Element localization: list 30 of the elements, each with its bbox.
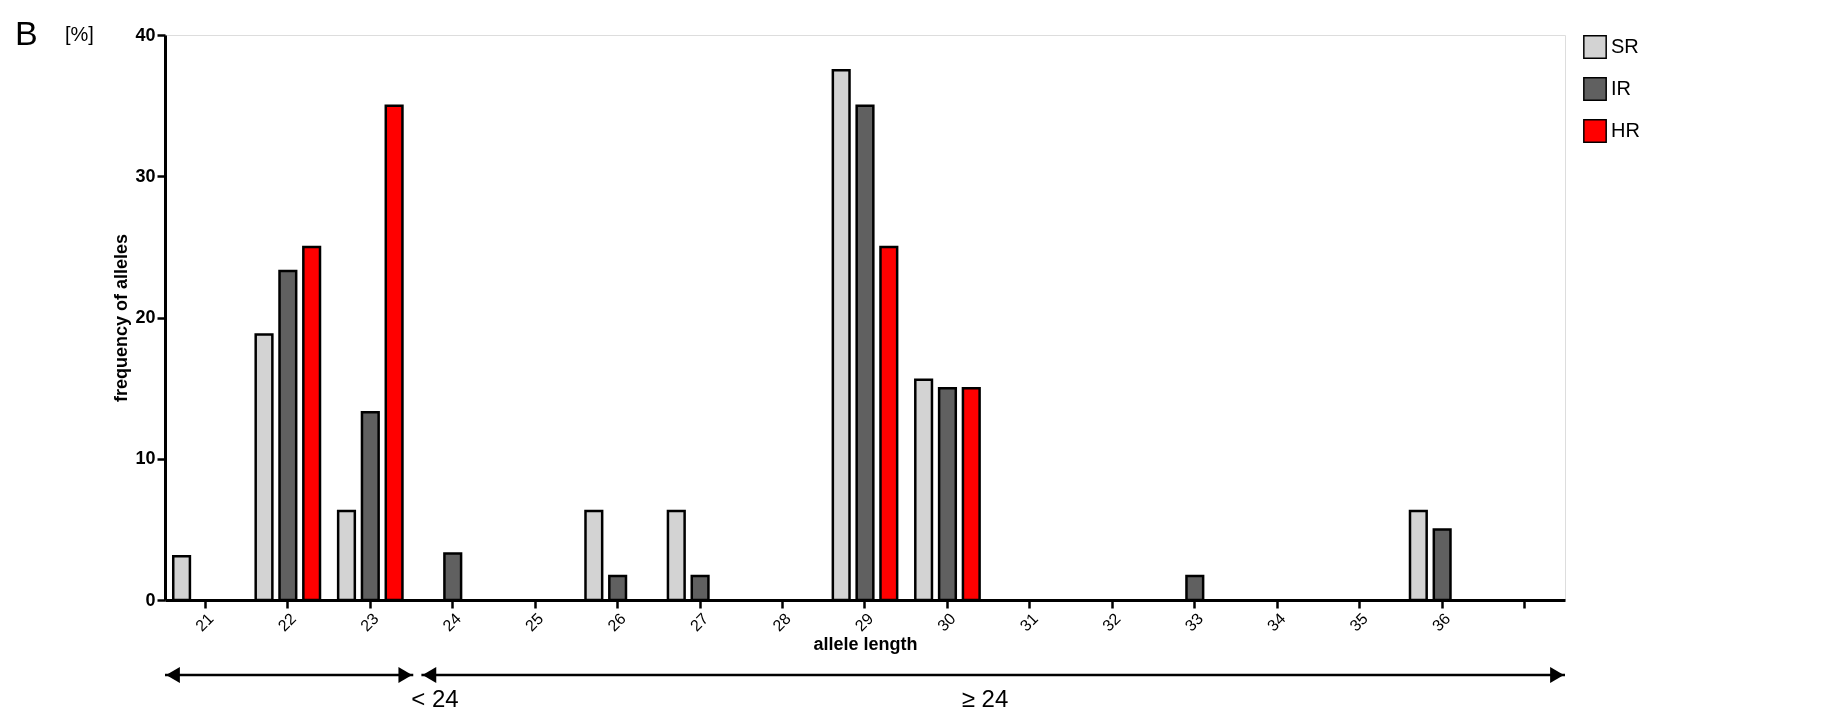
x-tick-label: 25 (521, 609, 547, 635)
text: ≥ 24 (961, 685, 1009, 712)
legend-label: SR (1611, 35, 1639, 57)
text: < 24 (411, 685, 459, 712)
x-tick-label: 23 (357, 609, 382, 635)
x-tick-label: 26 (604, 609, 630, 635)
x-tick-label: 34 (1263, 609, 1289, 635)
text: [%] (65, 23, 94, 45)
x-tick-label: 28 (769, 609, 794, 635)
y-axis-title: frequency of alleles (111, 233, 132, 403)
x-tick-label: 21 (192, 609, 217, 635)
x-axis-title: allele length (813, 634, 918, 655)
y-tick-label: 0 (145, 589, 156, 610)
x-tick-label: 32 (1099, 609, 1124, 635)
y-tick-label: 30 (135, 165, 156, 186)
x-tick-label: 35 (1346, 609, 1372, 635)
x-tick-label: 29 (851, 609, 877, 635)
x-tick-label: 33 (1181, 609, 1207, 635)
text: B (15, 14, 38, 52)
y-tick-label: 10 (135, 448, 156, 469)
x-tick-label: 36 (1428, 609, 1454, 635)
x-tick-label: 31 (1016, 609, 1042, 635)
y-tick-label: 20 (135, 307, 156, 327)
x-tick-label: 24 (439, 609, 465, 635)
y-tick-label: 40 (135, 24, 156, 45)
x-tick-label: 30 (934, 609, 959, 635)
legend-label: IR (1611, 77, 1631, 99)
legend-label: HR (1611, 119, 1640, 141)
x-tick-label: 27 (686, 609, 712, 635)
x-tick-label: 22 (274, 609, 300, 635)
